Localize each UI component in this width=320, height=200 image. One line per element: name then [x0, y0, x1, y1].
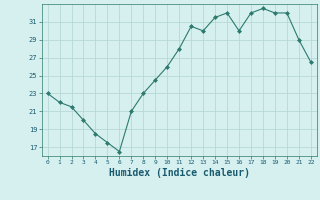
X-axis label: Humidex (Indice chaleur): Humidex (Indice chaleur) — [109, 168, 250, 178]
